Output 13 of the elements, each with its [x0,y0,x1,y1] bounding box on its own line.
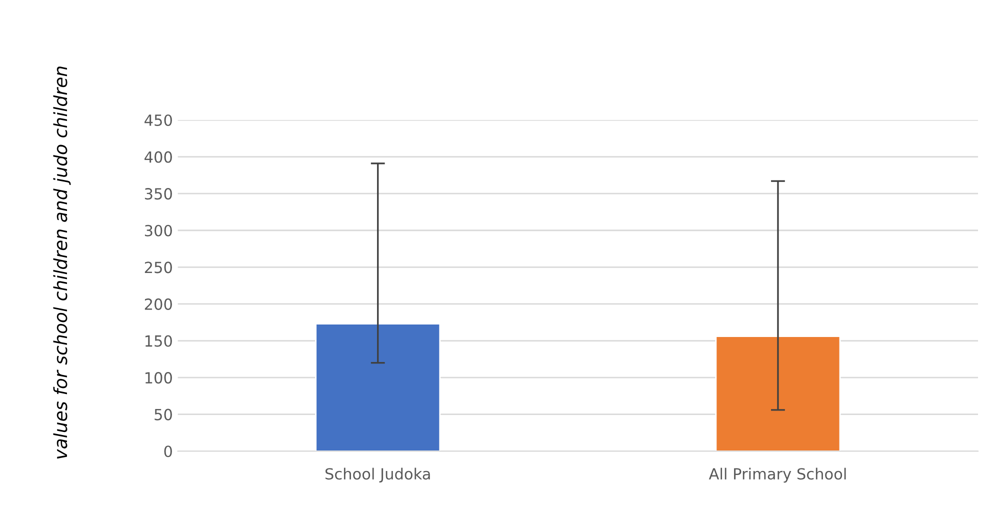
y-tick-label: 0 [164,446,172,458]
y-tick-label: 450 [144,114,172,126]
y-tick-label: 250 [144,262,172,274]
y-tick-label: 350 [144,188,172,200]
y-axis-title: values for school children and judo children [53,66,71,459]
y-tick-label: 150 [145,335,172,347]
y-tick-label: 200 [144,298,172,310]
y-tick-label: 400 [144,151,172,163]
y-tick-label: 100 [145,372,172,384]
x-tick-label: All Primary School [708,468,846,483]
y-tick-label: 300 [144,224,172,236]
x-tick-label: School Judoka [326,468,430,482]
y-tick-label: 50 [154,408,172,420]
